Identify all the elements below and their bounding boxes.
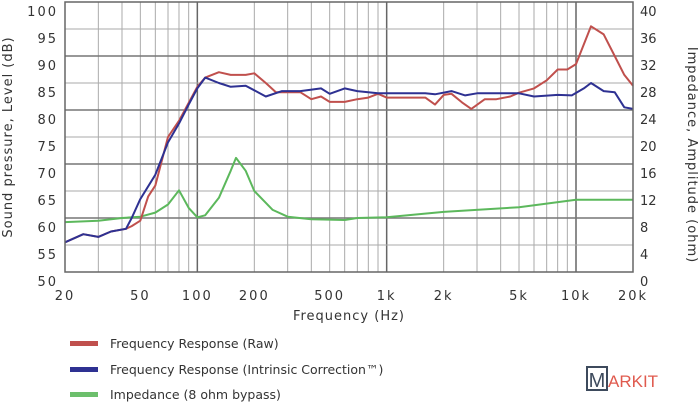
x-tick-label: 20	[55, 289, 76, 304]
x-tick-label: 5k	[509, 289, 529, 304]
logo-m: M	[589, 370, 606, 392]
y-tick-labels: 100 95 90 85 80 75 70 65 60 55 50	[27, 5, 58, 290]
legend-item-corrected: Frequency Response (Intrinsic Correction…	[70, 362, 383, 377]
legend-label-raw: Frequency Response (Raw)	[110, 336, 279, 351]
y2-tick-label: 20	[640, 140, 657, 155]
y2-tick-label: 40	[640, 5, 657, 20]
legend-swatch-corrected	[70, 367, 98, 372]
legend-label-impedance: Impedance (8 ohm bypass)	[110, 387, 281, 402]
y2-tick-label: 12	[640, 194, 657, 209]
x-tick-label: 1k	[377, 289, 397, 304]
x-tick-label: 20k	[618, 289, 648, 304]
y2-tick-label: 0	[640, 275, 648, 290]
legend-item-impedance: Impedance (8 ohm bypass)	[70, 387, 281, 402]
y-tick-label: 65	[37, 194, 58, 209]
x-tick-label: 100	[182, 289, 213, 304]
y-tick-label: 85	[37, 86, 58, 101]
y2-tick-label: 24	[640, 113, 657, 128]
x-tick-label: 500	[314, 289, 345, 304]
logo-text: ARKIT	[608, 372, 658, 391]
y-tick-label: 75	[37, 140, 58, 155]
y-tick-label: 50	[37, 275, 58, 290]
y2-tick-label: 16	[640, 167, 657, 182]
y2-axis-label: Impedance, Amplitude (ohm)	[684, 47, 699, 263]
y2-tick-label: 28	[640, 86, 657, 101]
x-tick-label: 50	[130, 289, 151, 304]
series-raw-line	[64, 25, 634, 244]
legend-swatch-raw	[70, 341, 98, 346]
legend-item-raw: Frequency Response (Raw)	[70, 336, 279, 351]
x-tick-label: 200	[239, 289, 270, 304]
plot-frame	[64, 1, 634, 273]
y-axis-label: Sound pressure, Level (dB)	[1, 36, 16, 237]
x-tick-label: 2k	[434, 289, 454, 304]
y-tick-label: 100	[27, 5, 58, 20]
series-layer	[64, 25, 634, 244]
legend-label-corrected: Frequency Response (Intrinsic Correction…	[110, 362, 383, 377]
y-tick-label: 95	[37, 32, 58, 47]
x-axis-label: Frequency (Hz)	[293, 309, 405, 324]
y2-tick-label: 32	[640, 59, 657, 74]
markit-logo: M ARKIT	[586, 366, 658, 392]
y-tick-label: 55	[37, 248, 58, 263]
y-tick-label: 90	[37, 59, 58, 74]
grid	[64, 2, 634, 272]
series-impedance-line	[64, 156, 633, 224]
y2-tick-label: 8	[640, 221, 648, 236]
y2-tick-label: 4	[640, 248, 648, 263]
y-tick-label: 60	[37, 221, 58, 236]
series-corrected-line	[64, 76, 634, 244]
x-tick-labels: 20 50 100 200 500 1k 2k 5k 10k 20k	[55, 289, 648, 304]
legend-swatch-impedance	[70, 392, 98, 397]
y-tick-label: 80	[37, 113, 58, 128]
x-tick-label: 10k	[561, 289, 591, 304]
y2-tick-label: 36	[640, 32, 657, 47]
y-tick-label: 70	[37, 167, 58, 182]
legend: Frequency Response (Raw) Frequency Respo…	[70, 336, 383, 402]
